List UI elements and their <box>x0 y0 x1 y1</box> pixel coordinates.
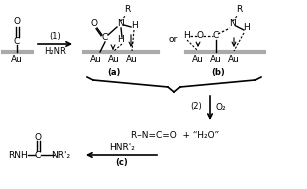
Text: R: R <box>236 5 242 15</box>
Text: H₂NR: H₂NR <box>44 46 66 56</box>
Text: O: O <box>91 19 98 29</box>
Text: O: O <box>14 18 21 26</box>
Text: N: N <box>229 19 235 29</box>
Text: H: H <box>130 22 137 30</box>
Text: R–N=C=O  + “H₂O”: R–N=C=O + “H₂O” <box>131 130 219 139</box>
Text: Au: Au <box>192 54 204 64</box>
Text: H: H <box>243 23 249 33</box>
Text: O: O <box>34 132 41 142</box>
Text: (2): (2) <box>190 102 202 112</box>
Text: N: N <box>117 19 123 29</box>
Text: R: R <box>124 5 130 15</box>
Text: (a): (a) <box>107 68 121 77</box>
Text: or: or <box>168 36 178 44</box>
Text: HNR'₂: HNR'₂ <box>109 143 135 152</box>
Text: NR'₂: NR'₂ <box>52 150 71 160</box>
Text: H: H <box>183 32 189 40</box>
Text: RNH–: RNH– <box>8 150 32 160</box>
Text: O: O <box>196 32 204 40</box>
Text: C: C <box>35 150 41 160</box>
Text: Au: Au <box>108 54 120 64</box>
Text: C: C <box>14 36 20 46</box>
Text: Au: Au <box>210 54 222 64</box>
Text: Au: Au <box>11 54 23 64</box>
Text: Au: Au <box>228 54 240 64</box>
Text: C: C <box>213 32 219 40</box>
Text: Au: Au <box>90 54 102 64</box>
Text: (b): (b) <box>211 68 225 77</box>
Text: C: C <box>102 33 108 43</box>
Text: (1): (1) <box>49 33 61 42</box>
Text: Au: Au <box>126 54 138 64</box>
Text: O₂: O₂ <box>216 102 226 112</box>
Text: H: H <box>118 36 124 44</box>
Text: (c): (c) <box>116 159 128 167</box>
